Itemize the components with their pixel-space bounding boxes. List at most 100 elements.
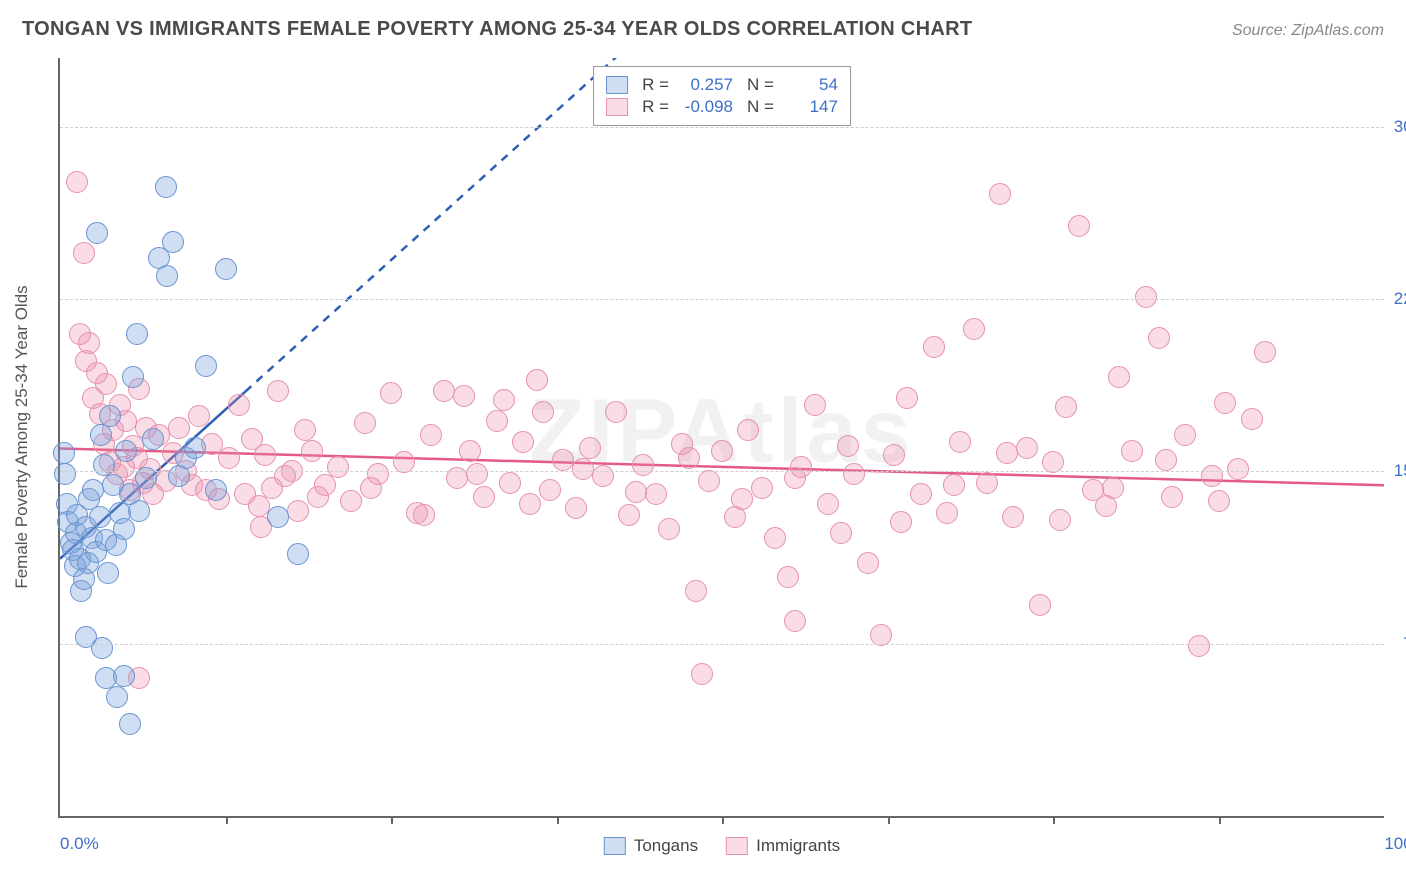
data-point [466,463,488,485]
x-tick [888,816,890,824]
data-point [64,555,86,577]
data-point [106,463,128,485]
x-tick [722,816,724,824]
data-point [307,486,329,508]
data-point [453,385,475,407]
data-point [86,362,108,384]
data-point [69,548,91,570]
swatch-tongans [606,76,628,94]
data-point [82,387,104,409]
data-point [870,624,892,646]
data-point [69,323,91,345]
data-point [996,442,1018,464]
data-point [1029,594,1051,616]
data-point [625,481,647,503]
stats-row-immigrants: R = -0.098 N = 147 [606,97,838,117]
x-axis-max-label: 100.0% [1384,834,1406,854]
data-point [751,477,773,499]
data-point [109,502,131,524]
x-tick [226,816,228,824]
data-point [86,222,108,244]
data-point [95,667,117,689]
r-value-tongans: 0.257 [679,75,733,95]
y-tick-label: 7.5% [1392,634,1406,654]
data-point [473,486,495,508]
x-tick [391,816,393,824]
data-point [367,463,389,485]
data-point [327,456,349,478]
data-point [976,472,998,494]
legend-label-immigrants: Immigrants [756,836,840,856]
data-point [77,552,99,574]
data-point [539,479,561,501]
title-row: TONGAN VS IMMIGRANTS FEMALE POVERTY AMON… [22,18,1384,41]
data-point [1082,479,1104,501]
chart-container: TONGAN VS IMMIGRANTS FEMALE POVERTY AMON… [0,0,1406,892]
data-point [122,435,144,457]
data-point [857,552,879,574]
data-point [658,518,680,540]
data-point [250,516,272,538]
data-point [66,171,88,193]
data-point [532,401,554,423]
n-value-immigrants: 147 [784,97,838,117]
data-point [156,265,178,287]
data-point [923,336,945,358]
data-point [89,403,111,425]
data-point [413,504,435,526]
trend-lines-layer [60,58,1384,816]
data-point [128,667,150,689]
data-point [135,417,157,439]
data-point [579,437,601,459]
plot-area: Female Poverty Among 25-34 Year Olds ZIP… [58,58,1384,818]
data-point [113,665,135,687]
data-point [817,493,839,515]
swatch-immigrants [606,98,628,116]
data-point [113,518,135,540]
data-point [1055,396,1077,418]
gridline [60,644,1384,645]
data-point [95,529,117,551]
data-point [62,539,84,561]
data-point [1102,477,1124,499]
r-value-immigrants: -0.098 [679,97,733,117]
data-point [301,440,323,462]
gridline [60,299,1384,300]
data-point [618,504,640,526]
data-point [1016,437,1038,459]
data-point [936,502,958,524]
series-legend: Tongans Immigrants [604,836,840,856]
data-point [148,247,170,269]
data-point [711,440,733,462]
data-point [113,456,135,478]
data-point [75,516,97,538]
data-point [526,369,548,391]
data-point [162,231,184,253]
data-point [142,428,164,450]
data-point [552,449,574,471]
data-point [1201,465,1223,487]
data-point [102,474,124,496]
data-point [241,428,263,450]
stats-row-tongans: R = 0.257 N = 54 [606,75,838,95]
data-point [119,479,141,501]
data-point [95,373,117,395]
data-point [1208,490,1230,512]
n-value-tongans: 54 [784,75,838,95]
data-point [1135,286,1157,308]
data-point [883,444,905,466]
data-point [1002,506,1024,528]
data-point [218,447,240,469]
data-point [890,511,912,533]
data-point [963,318,985,340]
x-tick [1053,816,1055,824]
y-tick-label: 22.5% [1392,289,1406,309]
data-point [119,483,141,505]
data-point [1227,458,1249,480]
data-point [99,451,121,473]
swatch-tongans [604,837,626,855]
data-point [486,410,508,432]
data-point [645,483,667,505]
data-point [65,522,87,544]
data-point [1174,424,1196,446]
